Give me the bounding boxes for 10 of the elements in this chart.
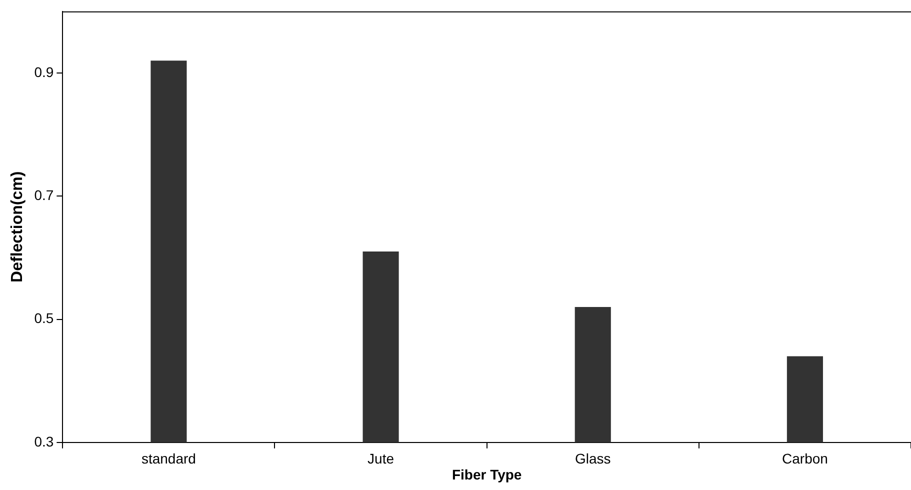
y-tick-label: 0.5 [34,310,54,326]
x-axis-title: Fiber Type [452,466,522,482]
y-tick-label: 0.9 [34,64,54,80]
x-tick-label: Glass [574,450,611,467]
x-tick-label: Carbon [782,450,828,467]
x-tick-label: Jute [368,450,394,467]
y-tick-label: 0.3 [34,433,54,450]
y-axis-title: Deflection(cm) [9,171,26,282]
x-tick-label: standard [141,450,196,467]
y-tick-label: 0.7 [34,186,54,203]
